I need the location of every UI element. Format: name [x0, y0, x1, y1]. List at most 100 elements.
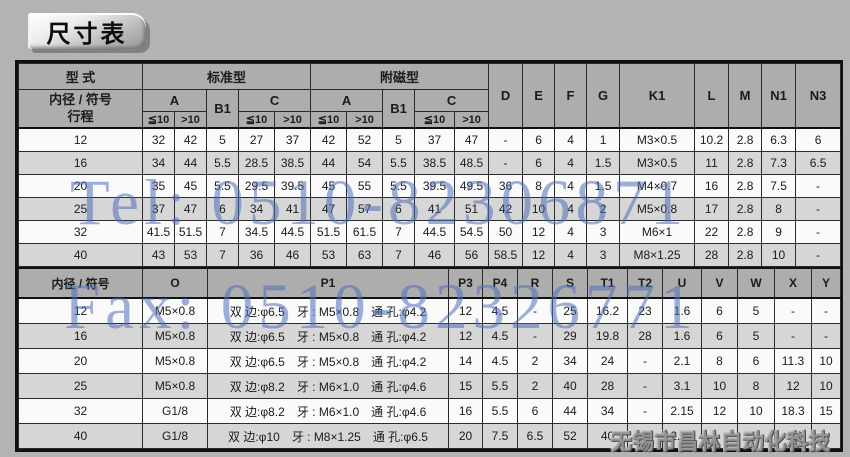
table-cell: 6.3: [761, 127, 797, 152]
table-cell: 1.6: [662, 297, 702, 324]
table-cell: -: [795, 197, 842, 221]
header-row-ports: 内径 / 符号 O P1 P3 P4 R S T1 T2 U V W X Y: [18, 267, 841, 299]
table-cell: G1/8: [142, 398, 208, 424]
stroke-gt10-cell: >10: [174, 111, 207, 129]
col-d-cell: D: [488, 63, 524, 129]
table-cell: 双 边:φ8.2 牙 : M6×1.0 通 孔:φ4.6: [207, 398, 449, 424]
table-cell: -: [627, 423, 663, 449]
stroke-le10-cell: ≦10: [142, 111, 175, 129]
table-cell: 37: [414, 127, 456, 152]
table-cell: M6×1: [619, 220, 696, 244]
table-cell: 2.8: [728, 197, 763, 221]
table-cell: 49.5: [454, 174, 490, 198]
table-cell: M4×0.7: [619, 174, 696, 198]
table-cell: 7: [382, 220, 416, 244]
table-cell: 39.5: [414, 174, 456, 198]
table-cell: 44: [310, 151, 348, 175]
table-cell: 4: [554, 220, 588, 244]
table-cell: 7: [206, 220, 239, 244]
table-cell: 16: [694, 174, 730, 198]
table-cell: 61.5: [346, 220, 384, 244]
table-cell: 34.5: [238, 220, 275, 244]
table-cell: 29: [552, 323, 588, 349]
table-row: 12 M5×0.8 双 边:φ6.5 牙 : M5×0.8 通 孔:φ4.2 12 4.…: [18, 297, 841, 324]
col-n1-cell: N1: [761, 63, 797, 129]
table-cell: 34: [142, 151, 175, 175]
type-label-cell: 型 式: [18, 63, 143, 90]
table-row: 25 M5×0.8 双 边:φ8.2 牙 : M6×1.0 通 孔:φ4.6 15 5.…: [18, 373, 841, 399]
table-cell: -: [488, 151, 524, 175]
table-row: 16 34 44 5.5 28.5 38.5 44 54 5.5 38.5 48.5-6 4 1.5 M3…: [18, 151, 842, 175]
table-cell: -: [811, 323, 841, 349]
bore-size-cell: 12: [18, 297, 143, 324]
table-cell: 4: [554, 151, 588, 175]
table-cell: M5×0.8: [142, 297, 208, 324]
table-cell: 40: [552, 373, 588, 399]
col-p3-cell: P3: [448, 267, 483, 299]
table-cell: 29.5: [238, 174, 275, 198]
table-cell: M8×1.25: [619, 243, 696, 267]
table-cell: 55: [346, 174, 384, 198]
table-cell: 5.5: [206, 151, 239, 175]
table-cell: -: [488, 127, 524, 152]
table-cell: -: [795, 243, 842, 267]
table-cell: 17: [694, 197, 730, 221]
mag-col-a-cell: A: [310, 89, 384, 112]
table-cell: 10: [522, 197, 556, 221]
stroke-le10-cell: ≦10: [238, 111, 275, 129]
table-cell: 51.5: [174, 220, 207, 244]
section2-body: 12 M5×0.8 双 边:φ6.5 牙 : M5×0.8 通 孔:φ4.2 12 4.…: [18, 297, 841, 449]
table-cell: 8: [701, 348, 738, 374]
stroke-le10-cell: ≦10: [310, 111, 348, 129]
table-cell: 8: [761, 197, 797, 221]
table-cell: 39.5: [273, 174, 312, 198]
table-cell: 8: [522, 174, 556, 198]
table-cell: 7: [382, 243, 416, 267]
table-cell: 9: [761, 220, 797, 244]
table-cell: 3: [586, 243, 621, 267]
col-p1-cell: P1: [207, 267, 449, 299]
table-cell: -: [795, 220, 842, 244]
table-cell: 34: [587, 398, 628, 424]
table-cell: 44.5: [414, 220, 456, 244]
table-cell: 7.3: [761, 151, 797, 175]
table-cell: 7: [206, 243, 239, 267]
table-cell: 48.5: [454, 151, 490, 175]
table-cell: 2.8: [728, 127, 763, 152]
col-v-cell: V: [701, 267, 738, 299]
bore-size-cell: 25: [18, 197, 143, 221]
table-cell: 47: [454, 127, 490, 152]
table-cell: -: [795, 174, 842, 198]
bore-size-cell: 32: [18, 398, 143, 424]
table-cell: 46: [414, 243, 456, 267]
std-col-c-cell: C: [237, 89, 312, 112]
table-cell: 36: [238, 243, 275, 267]
table-row: 20 M5×0.8 双 边:φ6.5 牙 : M5×0.8 通 孔:φ4.2 14 4.…: [18, 348, 841, 374]
table-cell: 53: [310, 243, 348, 267]
bore-size-cell: 20: [18, 174, 143, 198]
table-cell: M5×0.8: [142, 373, 208, 399]
table-cell: 11: [694, 151, 730, 175]
bore-label-cell: 内径 / 符号: [18, 267, 143, 299]
table-cell: M3×0.5: [619, 151, 696, 175]
table-cell: -: [627, 348, 663, 374]
table-row: 40 43 53 7 36 46 53 63 7 46 56 58.5 12 4 3 M8×1.25 28 2.8…: [18, 243, 842, 267]
table-cell: 24: [587, 348, 628, 374]
table-cell: 10.2: [694, 127, 730, 152]
table-cell: G1/8: [142, 423, 208, 449]
table-cell: -: [774, 323, 812, 349]
table-cell: 1.5: [586, 174, 621, 198]
table-cell: 2.1: [662, 348, 702, 374]
table-cell: 12: [522, 220, 556, 244]
table-cell: 12: [448, 297, 483, 324]
table-cell: 10: [811, 373, 841, 399]
col-p4-cell: P4: [482, 267, 518, 299]
table-cell: 18.3: [774, 398, 812, 424]
table-cell: 5: [382, 127, 416, 152]
table-cell: -: [627, 373, 663, 399]
table-cell: 28: [587, 373, 628, 399]
mag-col-c-cell: C: [414, 89, 490, 112]
table-cell: 54.5: [454, 220, 490, 244]
table-cell: 6: [795, 127, 842, 152]
